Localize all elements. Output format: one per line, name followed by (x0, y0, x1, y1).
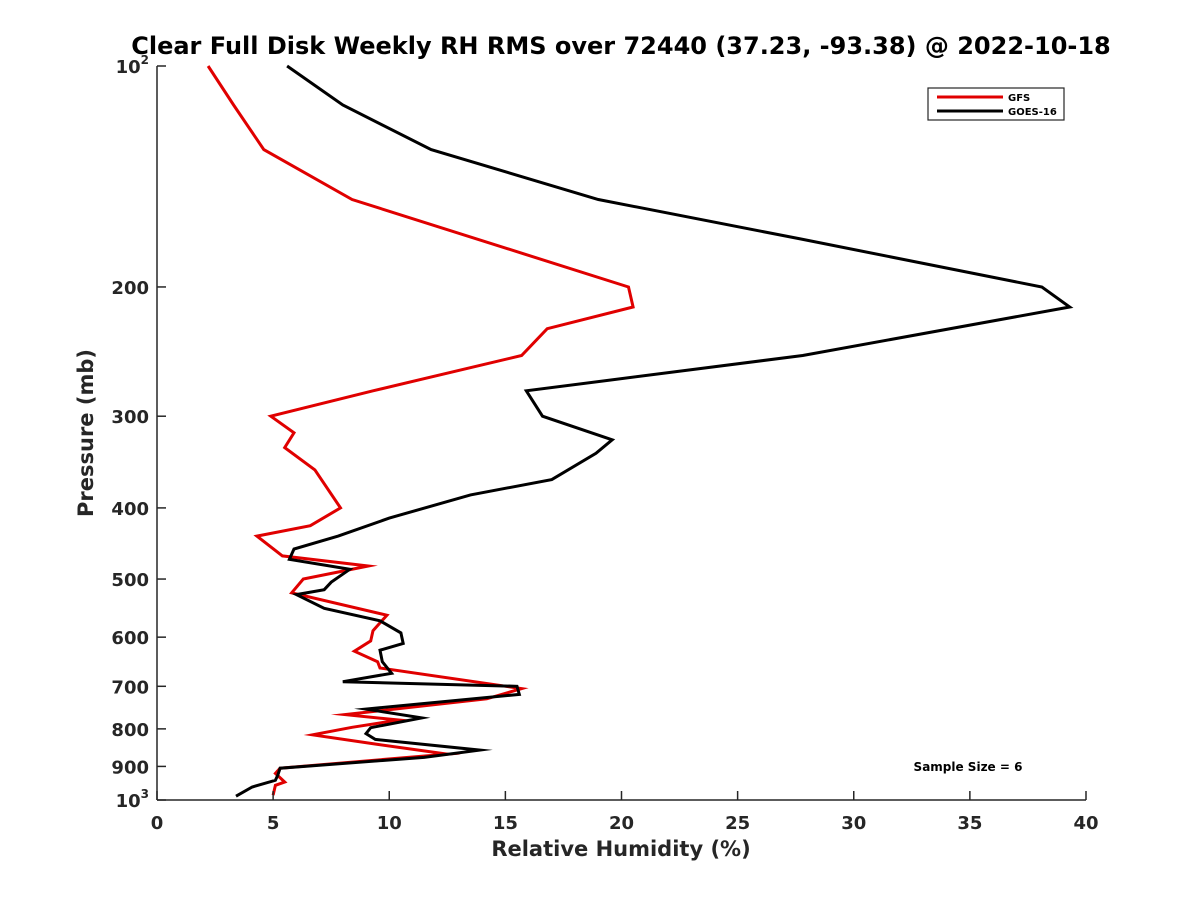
y-tick-label: 102 (116, 53, 149, 78)
legend: GFS GOES-16 (927, 87, 1065, 121)
y-tick-label: 600 (111, 628, 149, 649)
plot-lines (206, 64, 1074, 798)
y-tick-label: 400 (111, 499, 149, 520)
x-tick-label: 15 (493, 813, 518, 834)
x-tick-label: 35 (957, 813, 982, 834)
x-tick-label: 25 (725, 813, 750, 834)
y-tick-label: 900 (111, 757, 149, 778)
x-tick-label: 10 (377, 813, 402, 834)
sample-size-annotation: Sample Size = 6 (914, 760, 1023, 774)
x-tick-label: 40 (1073, 813, 1098, 834)
y-tick-label: 300 (111, 407, 149, 428)
y-tick-label: 500 (111, 570, 149, 591)
axes: 0 5 10 15 20 25 30 35 40 102 200 300 400 500 600 700 800… (111, 53, 1098, 834)
y-tick-label: 103 (116, 787, 149, 812)
legend-box (927, 87, 1065, 121)
y-tick-label: 700 (111, 677, 149, 698)
chart-title: Clear Full Disk Weekly RH RMS over 72440… (131, 32, 1111, 60)
legend-label-goes-16: GOES-16 (1008, 107, 1057, 118)
y-tick-label: 800 (111, 720, 149, 741)
series-line-goes-16 (235, 64, 1074, 798)
x-axis-label: Relative Humidity (%) (491, 837, 750, 861)
y-tick-label: 200 (111, 278, 149, 299)
x-tick-label: 0 (151, 813, 164, 834)
y-axis-label: Pressure (mb) (74, 349, 98, 517)
x-tick-label: 30 (841, 813, 866, 834)
x-tick-label: 5 (267, 813, 280, 834)
x-tick-label: 20 (609, 813, 634, 834)
legend-label-gfs: GFS (1008, 93, 1030, 104)
series-line-gfs (206, 65, 635, 796)
